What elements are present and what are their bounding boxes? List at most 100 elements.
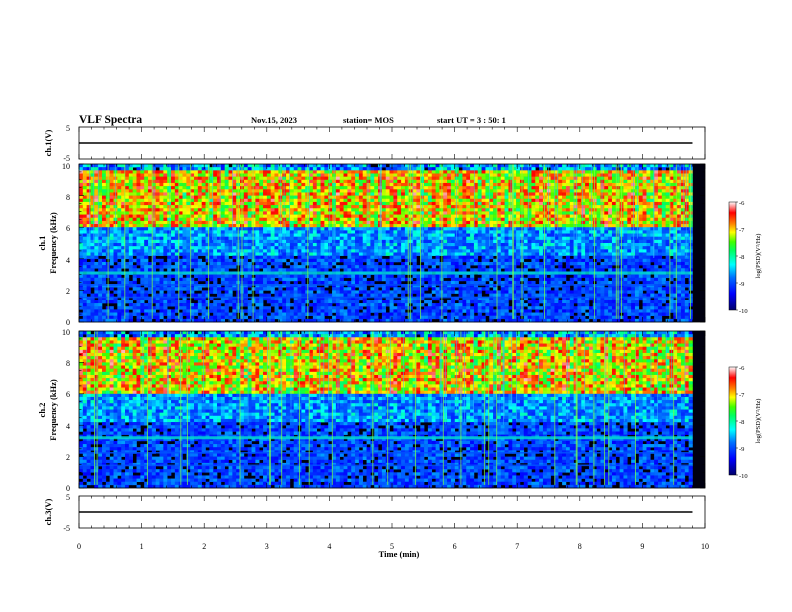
spectrogram-cell [136, 192, 141, 196]
spectrogram-cell [328, 164, 333, 168]
spectrogram-cell [217, 236, 222, 241]
spectrogram-cell [82, 208, 87, 212]
spectrogram-cell [159, 284, 164, 288]
spectrogram-cell [243, 274, 248, 279]
spectrogram-cell [148, 176, 153, 181]
spectrogram-cell [289, 220, 295, 225]
spectrogram-cell [174, 277, 179, 282]
spectrogram-cell [301, 164, 306, 168]
spectrogram-cell [462, 182, 467, 187]
spectrogram-cell [462, 233, 467, 237]
spectrogram-cell [190, 205, 195, 209]
spectrogram-cell [316, 233, 321, 237]
spectrogram-cell [121, 303, 126, 307]
spectrogram-cell [270, 233, 275, 237]
spectrogram-cell [125, 224, 130, 228]
spectrogram-cell [140, 303, 145, 307]
spectrogram-cell [171, 192, 176, 196]
spectrogram-cell [190, 265, 195, 269]
spectrogram-cell [132, 296, 137, 301]
spectrogram-cell [466, 173, 471, 177]
spectrogram-cell [148, 192, 153, 196]
spectrogram-cell [174, 296, 179, 301]
spectrogram-cell [305, 224, 310, 228]
spectrogram-cell [473, 211, 479, 215]
spectrogram-cell [427, 274, 433, 279]
spectrogram-cell [366, 230, 371, 234]
spectrogram-cell [378, 296, 383, 301]
spectrogram-cell [209, 211, 214, 215]
spectrogram-cell [424, 284, 429, 288]
spectrogram-cell [462, 173, 467, 177]
spectrogram-cell [358, 284, 364, 288]
spectrogram-cell [447, 299, 452, 304]
spectrogram-cell [213, 214, 218, 219]
spectrogram-cell [228, 173, 233, 177]
spectrogram-cell [309, 179, 314, 184]
spectrogram-cell [320, 192, 325, 196]
spectrogram-cell [381, 261, 387, 266]
spectrogram-cell [82, 309, 87, 313]
spectrogram-cell [431, 284, 436, 288]
spectrogram-cell [171, 233, 176, 237]
spectrogram-cell [370, 243, 375, 247]
spectrogram-cell [381, 299, 387, 304]
spectrogram-cell [470, 186, 475, 190]
spectrogram-cell [404, 205, 410, 209]
spectrogram-cell [82, 182, 87, 187]
spectrogram-cell [397, 249, 402, 253]
spectrogram-cell [209, 192, 214, 196]
spectrogram-cell [117, 265, 122, 269]
spectrogram-cell [316, 211, 321, 215]
spectrogram-cell [408, 312, 413, 316]
spectrogram-cell [389, 315, 394, 320]
spectrogram-cell [458, 309, 463, 313]
spectrogram-cell [347, 274, 352, 279]
spectrogram-cell [224, 170, 229, 174]
spectrogram-cell [217, 265, 222, 269]
spectrogram-cell [259, 182, 264, 187]
spectrogram-cell [109, 277, 114, 282]
spectrogram-cell [328, 182, 333, 187]
spectrogram-cell [458, 192, 463, 196]
spectrogram-cell [209, 318, 214, 323]
spectrogram-cell [228, 201, 233, 206]
spectrogram-cell [125, 255, 130, 260]
spectrogram-cell [197, 195, 202, 200]
spectrogram-cell [328, 176, 333, 181]
spectrogram-cell [82, 243, 87, 247]
spectrogram-cell [232, 255, 237, 260]
spectrogram-cell [278, 224, 283, 228]
spectrogram-cell [462, 201, 467, 206]
spectrogram-cell [117, 249, 122, 253]
spectrogram-cell [163, 211, 168, 215]
spectrogram-cell [213, 179, 218, 184]
spectrogram-cell [109, 312, 114, 316]
spectrogram-cell [362, 224, 367, 228]
spectrogram-cell [328, 309, 333, 313]
spectrogram-cell [197, 167, 202, 171]
spectrogram-cell [443, 239, 448, 244]
spectrogram-cell [98, 274, 103, 279]
spectrogram-cell [255, 246, 260, 250]
spectrogram-cell [401, 239, 406, 244]
spectrogram-cell [339, 208, 344, 212]
spectrogram-cell [447, 258, 452, 263]
spectrogram-cell [301, 201, 306, 206]
spectrogram-cell [358, 230, 364, 234]
spectrogram-cell [151, 265, 156, 269]
spectrogram-cell [397, 265, 402, 269]
spectrogram-cell [447, 280, 452, 285]
spectrogram-cell [297, 224, 302, 228]
spectrogram-cell [374, 217, 379, 222]
spectrogram-cell [194, 287, 199, 291]
spectrogram-cell [370, 258, 375, 263]
spectrogram-cell [171, 173, 176, 177]
spectrogram-cell [255, 167, 260, 171]
spectrogram-cell [297, 265, 302, 269]
spectrogram-cell [358, 303, 364, 307]
spectrogram-cell [473, 243, 479, 247]
spectrogram-cell [358, 205, 364, 209]
spectrogram-cell [255, 265, 260, 269]
spectrogram-cell [332, 246, 337, 250]
